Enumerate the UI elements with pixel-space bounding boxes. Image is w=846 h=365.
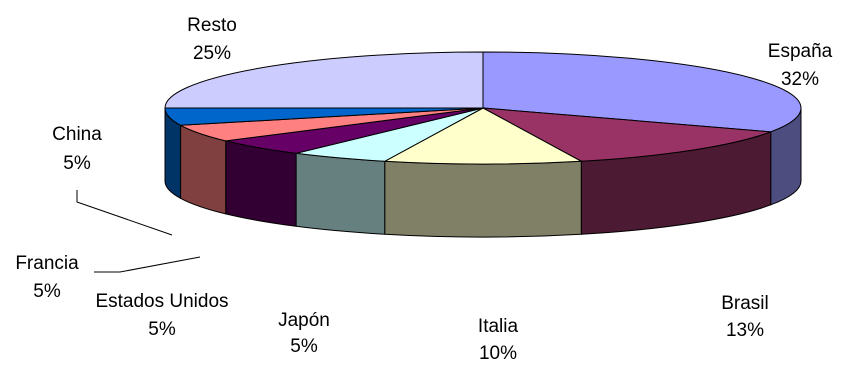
label-japon-value: 5% [290,336,318,357]
label-eeuu-name: Estados Unidos [95,291,228,312]
leader-line-francia [94,256,201,273]
label-china-name: China [52,124,102,145]
label-brasil-value: 13% [726,320,764,341]
label-japon-name: Japón [278,310,330,331]
pie-side-estados-unidos [225,140,297,227]
pie-side-italia [384,160,582,238]
pie-slice-brasil [482,107,771,162]
pie-side-japon [295,152,386,235]
pie-slice-espana [482,51,802,133]
leader-line-china [76,190,173,236]
label-francia-value: 5% [33,281,61,302]
label-resto-value: 25% [193,43,231,64]
label-china-value: 5% [63,153,91,174]
pie-slice-resto [164,51,484,109]
label-espana-value: 32% [781,69,819,90]
leader-lines [76,190,201,273]
label-brasil-name: Brasil [721,293,769,314]
pie-sides [164,107,802,238]
label-resto-name: Resto [187,15,237,36]
label-francia-name: Francia [15,253,79,274]
data-labels: España 32% Brasil 13% Italia 10% Japón 5… [15,15,832,364]
label-eeuu-value: 5% [148,319,176,340]
label-italia-value: 10% [479,343,517,364]
label-italia-name: Italia [478,316,519,337]
pie-slice-italia [382,107,584,165]
pie-tops [164,51,802,165]
label-espana-name: España [768,41,833,62]
